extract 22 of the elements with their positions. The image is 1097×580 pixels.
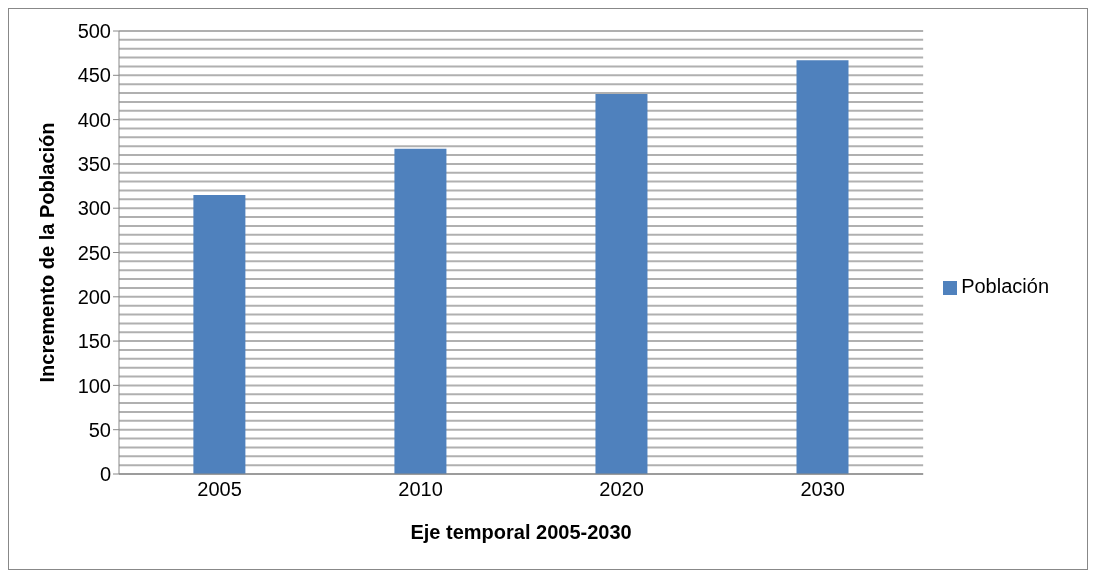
- x-tick-label: 2020: [599, 478, 644, 501]
- x-tick-label: 2010: [398, 478, 443, 501]
- y-tick-label: 450: [77, 64, 111, 87]
- x-tick-label: 2005: [197, 478, 242, 501]
- y-tick-label: 50: [88, 418, 111, 441]
- y-tick-label: 500: [77, 20, 111, 43]
- y-tick-label: 100: [77, 374, 111, 397]
- y-tick-label: 250: [77, 241, 111, 264]
- y-tick-label: 150: [77, 330, 111, 353]
- y-tick-label: 0: [99, 463, 111, 486]
- y-tick-label: 300: [77, 197, 111, 220]
- bar: [394, 148, 447, 474]
- y-tick-label: 350: [77, 153, 111, 175]
- y-axis-title: Incremento de la Población: [36, 122, 59, 383]
- x-tick-label: 2030: [800, 478, 845, 501]
- legend-label: Población: [961, 275, 1049, 297]
- y-tick-label: 200: [77, 285, 111, 308]
- bar: [595, 93, 648, 474]
- x-axis-title: Eje temporal 2005-2030: [410, 521, 632, 543]
- y-tick-label: 400: [77, 108, 111, 131]
- bar: [193, 194, 246, 474]
- bar: [796, 60, 849, 474]
